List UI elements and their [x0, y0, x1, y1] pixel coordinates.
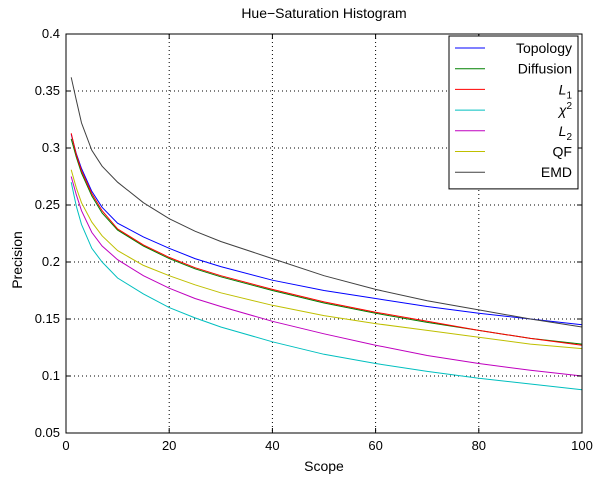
- y-tick-label: 0.1: [42, 368, 60, 383]
- series-line--2: [70, 182, 583, 391]
- y-tick-label: 0.35: [35, 83, 60, 98]
- legend-label-l2: L2: [559, 123, 573, 143]
- legend-label--2: χ2: [557, 101, 573, 118]
- series-line-qf: [70, 169, 583, 350]
- legend-label-l1: L1: [559, 81, 573, 101]
- x-tick-label: 20: [162, 438, 176, 453]
- y-tick-label: 0.15: [35, 311, 60, 326]
- x-tick-label: 100: [571, 438, 593, 453]
- legend-label-subscript: 2: [566, 132, 572, 143]
- x-tick-label: 0: [62, 438, 69, 453]
- y-tick-label: 0.25: [35, 197, 60, 212]
- legend-label-main: χ: [557, 102, 567, 118]
- legend-label-topology: Topology: [516, 40, 572, 56]
- legend-label-qf: QF: [553, 144, 572, 160]
- y-tick-label: 0.2: [42, 254, 60, 269]
- legend-label-superscript: 2: [566, 101, 572, 112]
- x-axis-label: Scope: [304, 458, 344, 474]
- y-tick-label: 0.05: [35, 425, 60, 440]
- x-tick-label: 60: [368, 438, 382, 453]
- series-line-l2: [70, 176, 583, 377]
- y-tick-label: 0.4: [42, 26, 60, 41]
- x-tick-label: 80: [472, 438, 486, 453]
- series-line-diffusion: [70, 138, 583, 345]
- grid: [66, 34, 582, 433]
- y-axis-label: Precision: [9, 231, 25, 289]
- y-tick-label: 0.3: [42, 140, 60, 155]
- series-line-topology: [70, 134, 583, 326]
- legend-box: [448, 35, 579, 190]
- x-tick-label: 40: [265, 438, 279, 453]
- legend-label-main: Diffusion: [518, 61, 572, 77]
- series-lines: [70, 77, 583, 391]
- legend-label-main: QF: [553, 144, 572, 160]
- legend-label-main: EMD: [541, 164, 572, 180]
- series-line-l1: [70, 133, 583, 346]
- legend-label-main: L: [559, 123, 567, 139]
- series-line-emd: [70, 77, 583, 328]
- legend-label-emd: EMD: [541, 164, 572, 180]
- legend-label-main: Topology: [516, 40, 572, 56]
- chart-title: Hue−Saturation Histogram: [241, 5, 406, 21]
- axis-ticks: 0 20 40 60 80 100 0.05 0.1 0.15 0.2 0.25 0.3 0.35 0.4: [35, 26, 593, 453]
- legend-label-subscript: 1: [566, 90, 572, 101]
- legend-label-diffusion: Diffusion: [518, 61, 572, 77]
- plot-border: [65, 33, 583, 434]
- legend-label-main: L: [559, 81, 567, 97]
